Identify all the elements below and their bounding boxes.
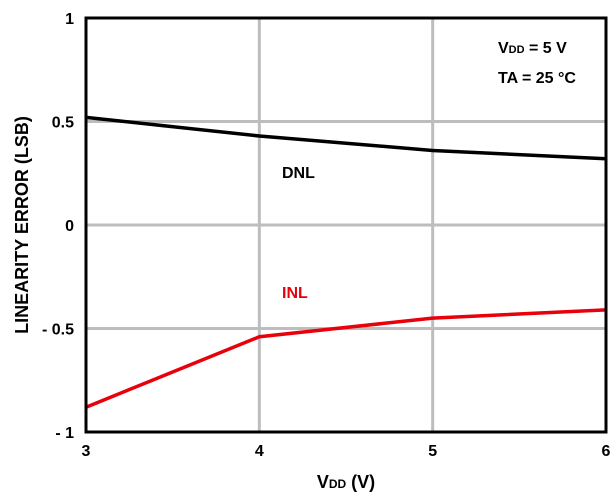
x-tick-label: 4 [255, 443, 264, 460]
annotation-vdd-main: V [498, 40, 509, 57]
tick-labels: 3 4 5 6 - 1 - 0.5 0 0.5 1 [42, 11, 611, 460]
annotation-ta: TA = 25 °C [498, 70, 576, 87]
annotation-vdd-suffix: = 5 V [525, 40, 568, 57]
y-tick-label: - 1 [55, 425, 74, 442]
series-lines [85, 115, 607, 409]
x-axis-label-main: V [317, 472, 329, 492]
series-label-dnl: DNL [282, 165, 315, 182]
series-line-dnl [85, 115, 607, 161]
y-tick-label: 0 [65, 218, 74, 235]
x-axis-label: VDD (V) [317, 472, 375, 492]
x-tick-label: 3 [82, 443, 91, 460]
y-tick-label: - 0.5 [42, 322, 74, 339]
x-tick-label: 5 [428, 443, 437, 460]
x-tick-label: 6 [602, 443, 611, 460]
annotation-vdd: VDD = 5 V [498, 40, 567, 57]
series-line-inl [85, 308, 607, 409]
annotation-vdd-sub: DD [509, 44, 525, 56]
y-tick-label: 1 [65, 11, 74, 28]
plot-frame [84, 16, 608, 434]
series-label-inl: INL [282, 285, 308, 302]
y-axis-label: LINEARITY ERROR (LSB) [12, 116, 32, 334]
x-axis-label-sub: DD [329, 477, 347, 491]
y-tick-label: 0.5 [52, 115, 74, 132]
x-axis-label-suffix: (V) [346, 472, 375, 492]
